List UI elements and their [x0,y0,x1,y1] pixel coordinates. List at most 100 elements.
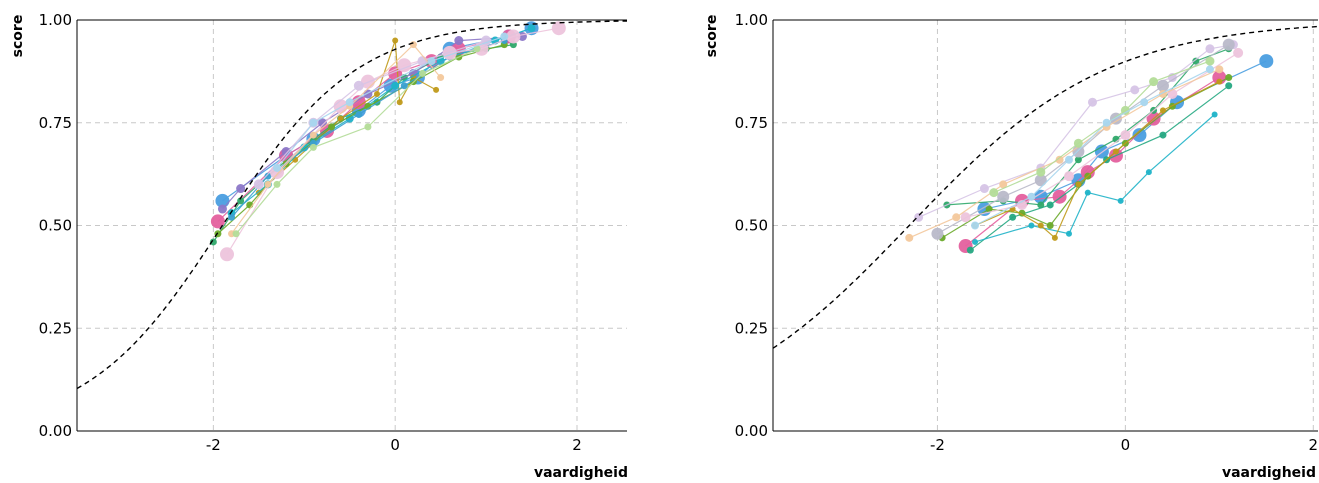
data-point [1075,181,1082,188]
data-point [500,32,509,41]
data-point [1233,47,1244,58]
data-point [1192,57,1200,65]
data-point [1036,167,1046,177]
data-point [1037,201,1045,209]
data-point [236,184,246,194]
data-point [999,180,1008,189]
x-tick-label: -2 [206,436,221,454]
data-point [364,123,372,131]
data-point [273,163,281,172]
x-tick-label: 2 [572,436,582,454]
data-point [337,115,344,122]
data-point [972,238,979,245]
data-point [527,24,536,33]
data-point [1087,97,1097,107]
x-axis-title: vaardigheid [534,465,628,481]
series-line [217,44,505,235]
data-point [1117,197,1124,204]
x-axis-title: vaardigheid [1222,465,1316,481]
model-curve [773,25,1318,349]
data-point [217,204,227,214]
data-point [418,69,426,77]
y-tick-label: 1.00 [735,11,768,29]
data-point [1009,213,1017,221]
data-point [400,82,408,90]
data-point [1046,222,1054,229]
series-group [209,41,517,246]
data-point [220,247,234,262]
data-point [1130,85,1140,95]
data-point [1046,201,1054,209]
y-tick-label: 0.75 [735,114,768,132]
series-line [226,27,559,255]
data-point [1225,82,1233,90]
data-point [351,95,366,110]
data-point [264,172,272,180]
y-axis-title: score [10,15,26,58]
data-point [960,212,971,223]
data-point [506,29,521,44]
data-point [328,123,336,131]
data-point [397,58,412,73]
data-point [1064,155,1073,164]
data-point [1259,54,1274,69]
data-point [952,213,961,222]
y-tick-label: 0.00 [735,422,768,440]
data-point [228,213,236,221]
data-point [1074,156,1082,164]
data-point [409,41,417,49]
data-point [264,180,272,188]
data-point [1215,65,1224,74]
x-tick-label: 0 [1121,436,1131,454]
data-point [1112,148,1119,155]
data-point [1159,107,1166,114]
data-point [966,246,974,254]
data-point [1063,171,1074,182]
data-point [417,56,428,67]
data-point [374,90,380,97]
y-tick-label: 0.50 [39,217,72,235]
series-group [914,40,1238,222]
data-point [309,131,317,139]
data-point [979,184,989,194]
data-point [1065,230,1072,237]
data-point [232,230,240,238]
data-point [309,143,317,151]
y-axis-title: score [704,15,720,58]
data-point [1051,234,1058,241]
data-point [1028,222,1035,229]
series-line [235,48,478,235]
y-tick-label: 0.00 [39,422,72,440]
plot-area [773,25,1318,349]
data-point [551,21,566,36]
data-point [353,80,364,91]
data-point [1145,169,1152,176]
y-tick-label: 0.25 [39,319,72,337]
data-point [396,99,403,106]
data-point [454,36,464,46]
y-tick-label: 1.00 [39,11,72,29]
data-point [333,99,348,114]
data-point [1149,77,1159,87]
x-tick-label: -2 [930,436,945,454]
data-point [1073,138,1083,148]
series-group [273,32,509,172]
data-point [989,188,999,198]
data-point [237,197,245,205]
data-point [355,111,363,119]
data-point [392,37,399,44]
data-point [985,205,993,213]
data-point [273,180,281,188]
data-point [1037,222,1044,229]
series-line [946,48,1229,206]
data-point [971,221,980,230]
data-point [1084,189,1091,196]
data-point [905,233,914,242]
data-point [1222,38,1235,51]
data-point [345,98,354,107]
y-tick-label: 0.75 [39,114,72,132]
data-point [914,212,924,222]
data-point [1034,174,1047,187]
data-point [1080,165,1095,180]
series-group [905,65,1224,242]
